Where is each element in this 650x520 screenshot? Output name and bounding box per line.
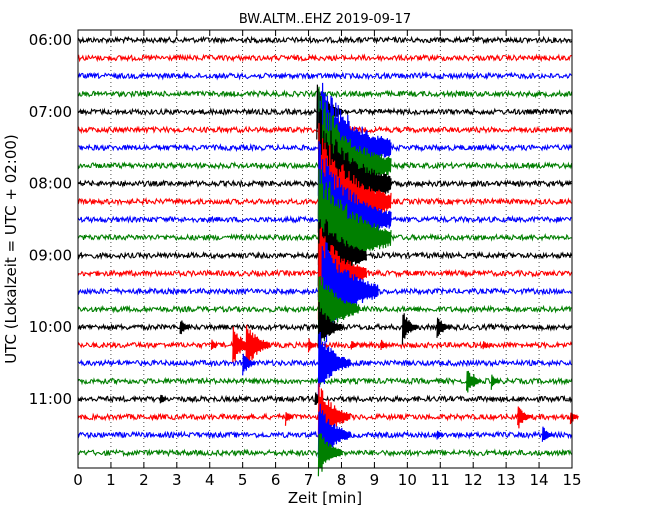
x-tick-label: 9 <box>370 471 380 489</box>
y-tick-label: 11:00 <box>29 390 72 408</box>
x-tick-label: 6 <box>271 471 281 489</box>
x-tick-label: 10 <box>398 471 417 489</box>
event-burst <box>380 339 388 351</box>
trace-06:15 <box>77 53 572 63</box>
event-burst <box>517 406 531 429</box>
event-burst <box>317 331 351 397</box>
y-tick-label: 09:00 <box>29 246 72 264</box>
event-burst <box>317 433 343 477</box>
x-tick-label: 11 <box>431 471 450 489</box>
x-tick-label: 15 <box>562 471 581 489</box>
event-burst <box>245 324 271 367</box>
event-burst <box>541 426 553 442</box>
event-burst <box>317 276 360 351</box>
seismic-events <box>159 82 579 477</box>
event-burst <box>317 403 351 466</box>
event-burst <box>242 353 256 376</box>
event-burst <box>284 412 294 426</box>
x-tick-label: 7 <box>304 471 314 489</box>
x-axis-title: Zeit [min] <box>288 489 362 507</box>
x-tick-label: 5 <box>238 471 248 489</box>
x-tick-label: 12 <box>464 471 483 489</box>
x-tick-label: 4 <box>205 471 215 489</box>
plot-frame <box>77 29 573 469</box>
x-tick-label: 2 <box>139 471 149 489</box>
event-burst <box>490 374 500 390</box>
event-burst <box>210 339 218 350</box>
x-tick-label: 13 <box>497 471 516 489</box>
x-tick-label: 0 <box>73 471 83 489</box>
x-axis-ticks: 0 1 2 3 4 5 6 7 8 9 10 11 12 13 14 15 <box>73 30 582 489</box>
event-burst <box>436 317 451 338</box>
event-burst <box>472 374 482 387</box>
y-tick-label: 06:00 <box>29 31 72 49</box>
trace-06:00 <box>77 35 573 45</box>
event-burst <box>350 340 358 350</box>
x-tick-label: 8 <box>337 471 347 489</box>
x-tick-label: 3 <box>172 471 182 489</box>
event-burst <box>159 394 167 404</box>
event-burst <box>317 301 343 349</box>
x-tick-label: 1 <box>106 471 116 489</box>
event-burst <box>436 430 444 440</box>
y-axis-title: UTC (Lokalzeit = UTC + 02:00) <box>2 134 20 364</box>
x-tick-label: 14 <box>530 471 549 489</box>
event-burst <box>317 383 351 443</box>
event-burst <box>482 341 490 350</box>
event-burst <box>307 338 317 353</box>
chart-title: BW.ALTM..EHZ 2019-09-17 <box>239 12 411 27</box>
y-tick-label: 08:00 <box>29 175 72 193</box>
event-burst <box>179 320 191 335</box>
trace-06:30 <box>77 71 572 81</box>
event-burst <box>401 313 419 345</box>
y-axis-ticks: 06:00 07:00 08:00 09:00 10:00 11:00 <box>29 31 572 408</box>
y-tick-label: 10:00 <box>29 318 72 336</box>
y-tick-label: 07:00 <box>29 103 72 121</box>
